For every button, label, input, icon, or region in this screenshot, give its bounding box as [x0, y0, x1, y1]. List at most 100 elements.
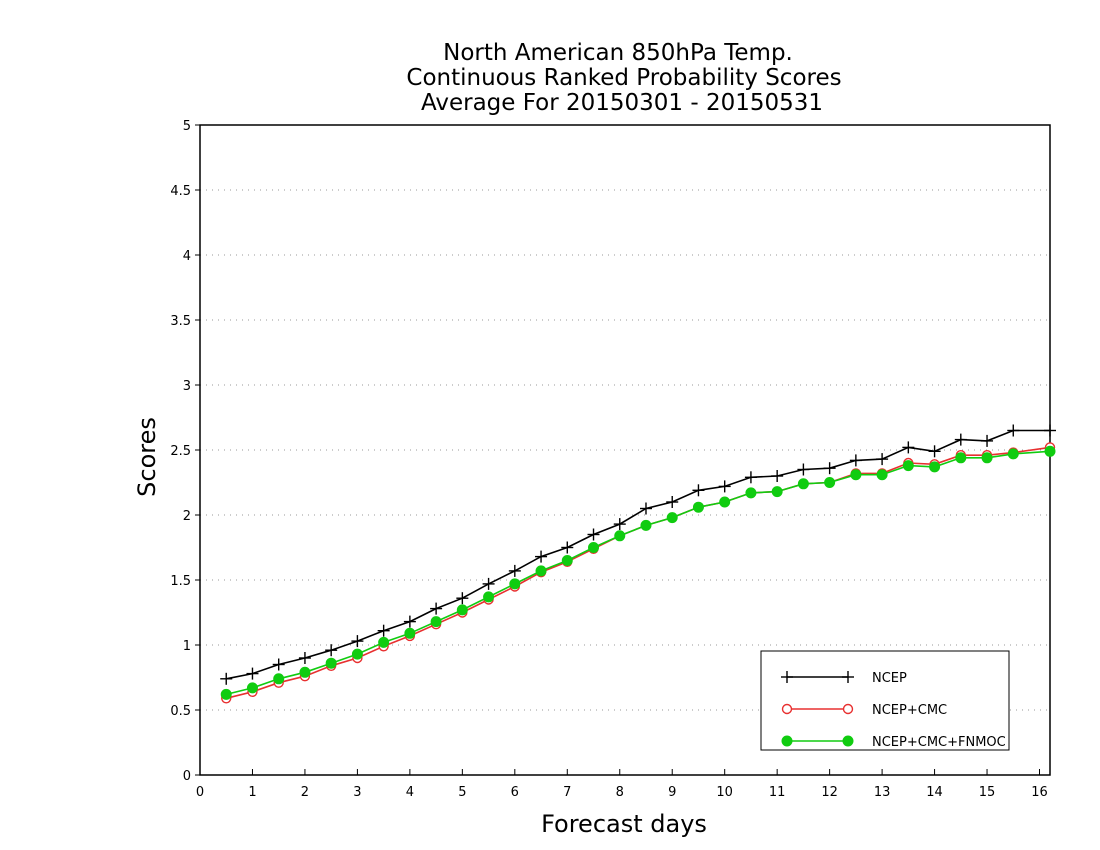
data-point [981, 452, 993, 464]
title-line-1: North American 850hPa Temp. [443, 40, 793, 66]
x-tick-label: 7 [563, 785, 571, 800]
x-tick-label: 15 [979, 785, 996, 800]
series-ncep-cmc-fnmoc [220, 445, 1056, 700]
x-tick-label: 8 [616, 785, 624, 800]
legend-label: NCEP+CMC+FNMOC [872, 735, 1006, 750]
data-point [456, 604, 468, 616]
data-point [876, 469, 888, 481]
y-tick-label: 2.5 [170, 444, 191, 459]
data-point [692, 484, 705, 497]
data-point [850, 469, 862, 481]
legend-label: NCEP [872, 671, 907, 686]
title-line-3: Average For 20150301 - 20150531 [421, 90, 823, 116]
legend-label: NCEP+CMC [872, 703, 947, 718]
data-point [1007, 448, 1019, 460]
data-point [954, 433, 967, 446]
y-tick-label: 0 [183, 769, 191, 784]
legend: NCEP NCEP+CMC NCEP+CMC+FNMOC [760, 650, 1010, 751]
data-point [771, 470, 784, 482]
data-point [718, 480, 731, 493]
x-tick-label: 0 [196, 785, 204, 800]
data-point [587, 528, 600, 541]
data-point [902, 441, 915, 454]
data-point [876, 453, 889, 466]
data-point [483, 591, 495, 603]
data-point [639, 502, 652, 515]
legend-entry-ncep-cmc-fnmoc: NCEP+CMC+FNMOC [781, 735, 1006, 750]
data-point [955, 452, 967, 464]
legend-marker [842, 703, 854, 715]
data-point [745, 487, 757, 499]
data-point [928, 445, 941, 458]
y-tick-label: 4.5 [170, 184, 191, 199]
data-point [1007, 424, 1020, 437]
legend-marker [842, 735, 854, 747]
x-axis: 0 1 2 3 4 5 6 7 8 9 10 11 12 13 14 15 16 [196, 769, 1048, 800]
data-point [351, 648, 363, 660]
y-tick-label: 1.5 [170, 574, 191, 589]
legend-entry-ncep: NCEP [781, 671, 907, 686]
y-tick-label: 4 [183, 249, 191, 264]
data-point [535, 565, 547, 577]
series-line-ncep [226, 429, 1050, 680]
data-point [929, 461, 941, 473]
data-point [588, 542, 600, 553]
y-tick-label: 3.5 [170, 314, 191, 329]
data-point [298, 652, 311, 664]
legend-marker [781, 735, 793, 747]
legend-entry-ncep-cmc: NCEP+CMC [781, 703, 947, 718]
legend-marker [842, 671, 854, 683]
x-tick-label: 5 [458, 785, 466, 800]
data-point [535, 550, 548, 563]
data-point [272, 658, 285, 671]
data-point [273, 673, 285, 685]
chart-title: North American 850hPa Temp. Continuous R… [406, 40, 841, 116]
data-point [325, 644, 338, 657]
title-line-2: Continuous Ranked Probability Scores [406, 65, 841, 91]
data-point [378, 636, 390, 648]
data-point [1044, 424, 1056, 437]
data-point [430, 616, 442, 628]
x-tick-label: 9 [668, 785, 676, 800]
data-point [404, 627, 416, 639]
y-tick-label: 1 [183, 639, 191, 654]
data-point [771, 486, 783, 498]
x-tick-label: 3 [353, 785, 361, 800]
data-point [561, 555, 573, 566]
data-point [508, 564, 521, 577]
data-point [299, 666, 311, 678]
x-tick-label: 4 [406, 785, 414, 800]
data-point [902, 460, 914, 472]
series-group [220, 424, 1056, 704]
legend-marker [781, 703, 793, 715]
data-point [824, 477, 836, 488]
x-tick-label: 6 [511, 785, 519, 800]
data-point [220, 688, 232, 700]
x-tick-label: 11 [769, 785, 786, 800]
data-point [666, 496, 679, 508]
data-point [614, 530, 626, 542]
data-point [403, 615, 416, 628]
x-tick-label: 1 [248, 785, 256, 800]
data-point [823, 462, 836, 475]
x-tick-label: 13 [874, 785, 891, 800]
data-point [456, 592, 469, 605]
y-axis: 0 0.5 1 1.5 2 2.5 3 3.5 4 4.5 5 [170, 119, 200, 784]
data-point [613, 518, 626, 531]
series-ncep [220, 424, 1056, 685]
data-point [351, 635, 364, 648]
y-tick-label: 2 [183, 509, 191, 524]
data-point [377, 624, 390, 637]
data-point [849, 454, 862, 467]
x-axis-title: Forecast days [541, 810, 707, 838]
data-point [797, 478, 809, 490]
data-point [482, 577, 495, 590]
x-tick-label: 14 [926, 785, 943, 800]
data-point [325, 657, 337, 669]
data-point [1044, 445, 1056, 457]
data-point [561, 541, 574, 554]
y-tick-label: 0.5 [170, 704, 191, 719]
data-point [719, 496, 731, 508]
x-tick-label: 10 [716, 785, 733, 800]
data-point [744, 471, 757, 484]
